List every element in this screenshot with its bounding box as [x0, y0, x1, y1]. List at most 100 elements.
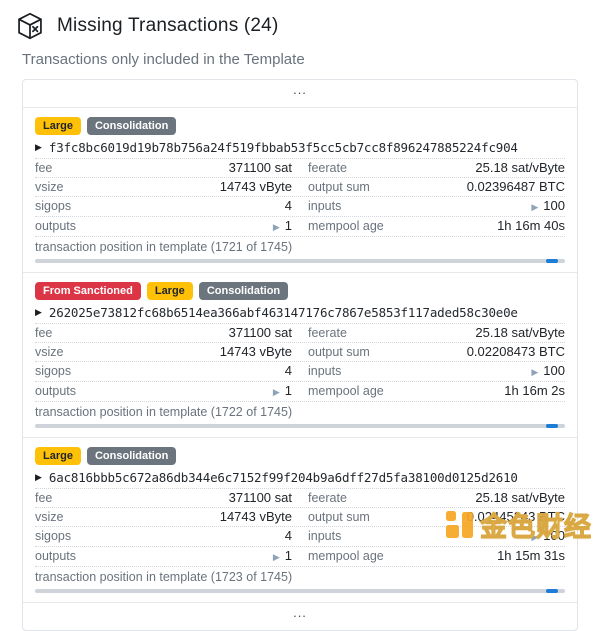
tx-details: fee 371100 sat feerate 25.18 sat/vByte vsi…: [35, 158, 565, 237]
field-value: 371100 sat: [228, 490, 292, 505]
tx-detail-row: vsize 14743 vByte output sum 0.02208473 BT…: [35, 343, 565, 362]
field-value: 0.02396487 BTC: [466, 179, 565, 194]
txid-row[interactable]: ▶ 262025e73812fc68b6514ea366abf463147176…: [35, 305, 565, 320]
template-position-label: transaction position in template (1722 o…: [35, 405, 293, 419]
expand-caret-icon[interactable]: ▶: [35, 472, 42, 482]
badge-row: From Sanctioned Large Consolidation: [35, 282, 565, 300]
field-value: 1h 16m 40s: [497, 218, 565, 233]
field-label: sigops: [35, 364, 72, 378]
template-position-bar: [35, 589, 565, 593]
badge-row: Large Consolidation: [35, 117, 565, 135]
transaction-card: Large Consolidation ▶ f3fc8bc6019d19b78b…: [23, 107, 577, 272]
hidden-items-ellipsis-bottom: ...: [23, 602, 577, 630]
txid-row[interactable]: ▶ f3fc8bc6019d19b78b756a24f519fbbab53f5c…: [35, 140, 565, 155]
expand-caret-icon: ▶: [531, 202, 539, 212]
field-value: 371100 sat: [228, 325, 292, 340]
tx-detail-row: fee 371100 sat feerate 25.18 sat/vByte: [35, 489, 565, 508]
transaction-card: Large Consolidation ▶ 6ac816bbb5c672a86d…: [23, 437, 577, 602]
field-value: 1h 15m 31s: [497, 548, 565, 563]
transactions-list: ... Large Consolidation ▶ f3fc8bc6019d19…: [22, 79, 578, 631]
tx-details: fee 371100 sat feerate 25.18 sat/vByte vsi…: [35, 488, 565, 567]
field-label: outputs: [35, 384, 77, 398]
page-header: Missing Transactions (24): [0, 0, 600, 42]
tx-detail-row: sigops 4 inputs ▶ 100: [35, 197, 565, 217]
field-label: vsize: [35, 180, 64, 194]
position-marker: [545, 259, 558, 263]
inputs-expandable-value[interactable]: ▶ 100: [531, 528, 565, 543]
tx-detail-row: fee 371100 sat feerate 25.18 sat/vByte: [35, 324, 565, 343]
field-value: 0.02445243 BTC: [466, 509, 565, 524]
field-label: fee: [35, 491, 53, 505]
field-label: inputs: [308, 199, 342, 213]
field-label: outputs: [35, 219, 77, 233]
position-marker: [546, 589, 559, 593]
field-value: 4: [284, 363, 292, 378]
badge-consolidation: Consolidation: [86, 447, 177, 465]
field-label: feerate: [308, 491, 347, 505]
tx-detail-row: sigops 4 inputs ▶ 100: [35, 527, 565, 547]
position-marker: [546, 424, 558, 428]
field-value: 25.18 sat/vByte: [475, 490, 565, 505]
field-label: feerate: [308, 326, 347, 340]
outputs-expandable-value[interactable]: ▶ 1: [272, 548, 292, 563]
expand-caret-icon: ▶: [531, 532, 539, 542]
tx-detail-row: vsize 14743 vByte output sum 0.02396487 BT…: [35, 178, 565, 197]
field-value: 371100 sat: [228, 160, 292, 175]
field-label: output sum: [308, 345, 370, 359]
field-label: outputs: [35, 549, 77, 563]
field-label: mempool age: [308, 384, 384, 398]
field-label: fee: [35, 161, 53, 175]
expand-caret-icon: ▶: [531, 367, 539, 377]
txid[interactable]: 262025e73812fc68b6514ea366abf463147176c7…: [48, 305, 518, 320]
tx-detail-row: sigops 4 inputs ▶ 100: [35, 362, 565, 382]
outputs-expandable-value[interactable]: ▶ 1: [272, 218, 292, 233]
template-position-label: transaction position in template (1721 o…: [35, 240, 293, 254]
tx-detail-row: outputs ▶ 1 mempool age 1h 16m 40s: [35, 217, 565, 237]
txid[interactable]: 6ac816bbb5c672a86db344e6c7152f99f204b9a6…: [48, 470, 518, 485]
expand-caret-icon[interactable]: ▶: [35, 307, 42, 317]
field-label: output sum: [308, 180, 370, 194]
field-value: 4: [284, 528, 292, 543]
badge-row: Large Consolidation: [35, 447, 565, 465]
missing-block-cube-icon: [18, 12, 42, 40]
template-position-bar: [35, 424, 565, 428]
outputs-expandable-value[interactable]: ▶ 1: [272, 383, 292, 398]
field-label: sigops: [35, 199, 72, 213]
field-value: 14743 vByte: [219, 344, 292, 359]
field-label: mempool age: [308, 549, 384, 563]
txid[interactable]: f3fc8bc6019d19b78b756a24f519fbbab53f5cc5…: [48, 140, 518, 155]
badge-from-sanctioned: From Sanctioned: [35, 282, 141, 300]
expand-caret-icon: ▶: [272, 387, 280, 397]
field-label: inputs: [308, 364, 342, 378]
field-label: feerate: [308, 161, 347, 175]
field-value: 4: [284, 198, 292, 213]
field-label: fee: [35, 326, 53, 340]
template-position-label: transaction position in template (1723 o…: [35, 570, 293, 584]
field-label: mempool age: [308, 219, 384, 233]
badge-large: Large: [146, 282, 193, 300]
tx-details: fee 371100 sat feerate 25.18 sat/vByte vsi…: [35, 323, 565, 402]
inputs-expandable-value[interactable]: ▶ 100: [531, 363, 565, 378]
page-title: Missing Transactions (24): [57, 15, 279, 36]
field-label: vsize: [35, 510, 64, 524]
field-value: 0.02208473 BTC: [466, 344, 565, 359]
expand-caret-icon: ▶: [272, 222, 280, 232]
tx-detail-row: outputs ▶ 1 mempool age 1h 15m 31s: [35, 547, 565, 567]
tx-detail-row: fee 371100 sat feerate 25.18 sat/vByte: [35, 159, 565, 178]
badge-consolidation: Consolidation: [198, 282, 289, 300]
field-value: 25.18 sat/vByte: [475, 325, 565, 340]
field-value: 14743 vByte: [219, 179, 292, 194]
field-value: 1h 16m 2s: [504, 383, 565, 398]
txid-row[interactable]: ▶ 6ac816bbb5c672a86db344e6c7152f99f204b9…: [35, 470, 565, 485]
transaction-card: From Sanctioned Large Consolidation ▶ 26…: [23, 272, 577, 437]
expand-caret-icon[interactable]: ▶: [35, 142, 42, 152]
badge-consolidation: Consolidation: [86, 117, 177, 135]
expand-caret-icon: ▶: [272, 552, 280, 562]
template-position-bar: [35, 259, 565, 263]
field-label: sigops: [35, 529, 72, 543]
tx-detail-row: vsize 14743 vByte output sum 0.02445243 BT…: [35, 508, 565, 527]
field-label: output sum: [308, 510, 370, 524]
tx-detail-row: outputs ▶ 1 mempool age 1h 16m 2s: [35, 382, 565, 402]
field-value: 25.18 sat/vByte: [475, 160, 565, 175]
inputs-expandable-value[interactable]: ▶ 100: [531, 198, 565, 213]
